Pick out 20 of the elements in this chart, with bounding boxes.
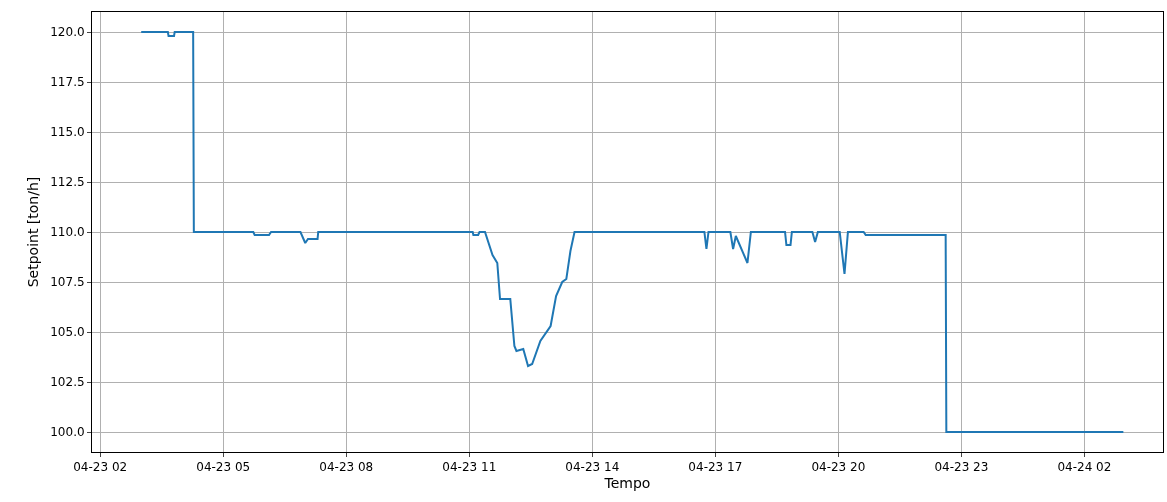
y-tick-label: 100.0 [50,425,85,440]
y-tick-label: 105.0 [50,325,85,340]
y-tick-label: 120.0 [50,25,85,40]
y-tick-label: 110.0 [50,225,85,240]
y-tick-label: 117.5 [50,75,85,90]
x-tick-label: 04-23 02 [73,460,128,475]
x-tick-label: 04-23 05 [196,460,251,475]
y-tick-label: 107.5 [50,275,85,290]
x-tick-label: 04-23 17 [688,460,743,475]
x-tick-label: 04-23 14 [565,460,620,475]
x-axis-title: Tempo [603,474,651,491]
y-tick-label: 115.0 [50,125,85,140]
x-tick-label: 04-23 08 [319,460,374,475]
x-tick-label: 04-24 02 [1057,460,1112,475]
y-tick-label: 112.5 [50,175,85,190]
y-tick-label: 102.5 [50,375,85,390]
x-tick-label: 04-23 11 [442,460,497,475]
x-tick-label: 04-23 23 [934,460,989,475]
x-tick-label: 04-23 20 [811,460,866,475]
y-axis-title: Setpoint [ton/h] [24,176,41,288]
